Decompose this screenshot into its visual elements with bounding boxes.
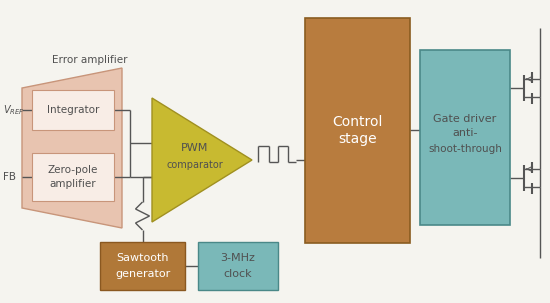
Text: Error amplifier: Error amplifier bbox=[52, 55, 128, 65]
Bar bbox=[420, 50, 510, 225]
Bar bbox=[100, 242, 185, 290]
Text: clock: clock bbox=[224, 269, 252, 279]
Bar bbox=[198, 242, 278, 290]
Text: Integrator: Integrator bbox=[47, 105, 99, 115]
Text: Zero-pole: Zero-pole bbox=[48, 165, 98, 175]
Text: 3-MHz: 3-MHz bbox=[221, 253, 255, 263]
Bar bbox=[305, 18, 410, 243]
Text: Control: Control bbox=[332, 115, 383, 128]
Text: anti-: anti- bbox=[452, 128, 478, 138]
Text: $V_{REF}$: $V_{REF}$ bbox=[3, 103, 25, 117]
Text: Sawtooth: Sawtooth bbox=[116, 253, 169, 263]
Text: stage: stage bbox=[338, 132, 377, 146]
Text: shoot-through: shoot-through bbox=[428, 145, 502, 155]
Text: PWM: PWM bbox=[182, 143, 208, 153]
Text: Gate driver: Gate driver bbox=[433, 115, 497, 125]
Bar bbox=[32, 153, 114, 201]
Text: comparator: comparator bbox=[167, 160, 223, 170]
Polygon shape bbox=[152, 98, 252, 222]
Polygon shape bbox=[22, 68, 122, 228]
Text: generator: generator bbox=[115, 269, 170, 279]
Text: amplifier: amplifier bbox=[50, 179, 96, 189]
Text: FB: FB bbox=[3, 172, 16, 182]
Bar bbox=[32, 90, 114, 130]
